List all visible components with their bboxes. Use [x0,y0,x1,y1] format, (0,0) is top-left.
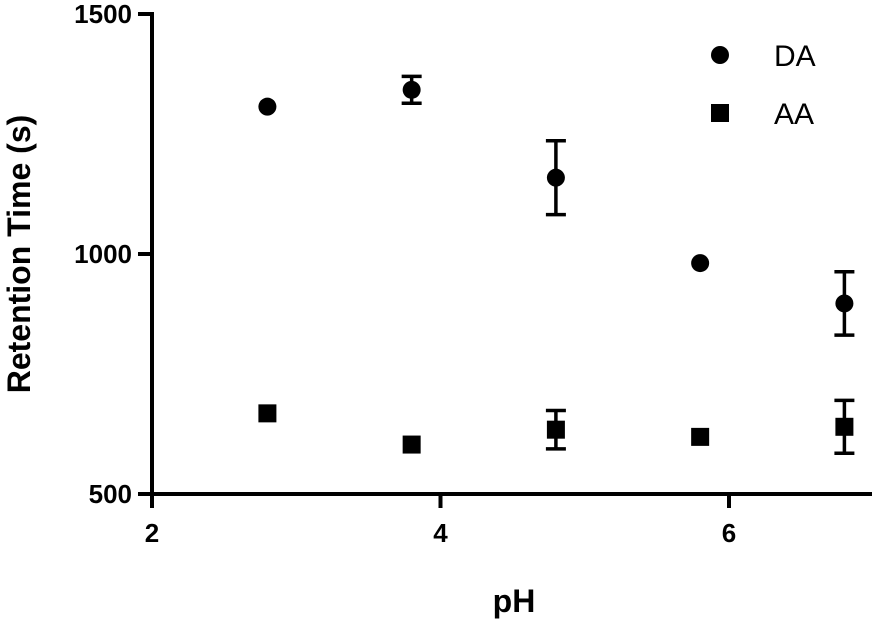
x-tick-label: 4 [433,518,448,548]
x-tick-label: 2 [145,518,159,548]
x-tick-label: 6 [722,518,736,548]
da-point [835,294,854,313]
da-point [258,97,277,116]
aa-point [691,427,710,446]
ticks: 2 4 6 500 1000 1500 [74,0,736,548]
da-point [691,254,710,273]
error-bars [401,74,855,455]
aa-point [258,404,277,423]
legend: DA AA [711,40,816,131]
da-point [402,80,421,99]
legend-label-da: DA [774,40,816,73]
da-point [546,168,565,187]
legend-marker-aa [711,104,729,122]
y-tick-label: 1000 [74,239,132,269]
x-axis-title: pH [493,583,536,619]
legend-label-aa: AA [774,98,814,131]
aa-point [402,435,421,454]
y-tick-label: 500 [89,479,132,509]
legend-item-aa: AA [711,98,814,131]
y-axis-title: Retention Time (s) [1,115,37,394]
aa-point [835,417,854,436]
aa-point [546,420,565,439]
y-tick-label: 1500 [74,0,132,29]
legend-marker-da [711,46,729,64]
data-points [258,80,854,454]
legend-item-da: DA [711,40,816,73]
